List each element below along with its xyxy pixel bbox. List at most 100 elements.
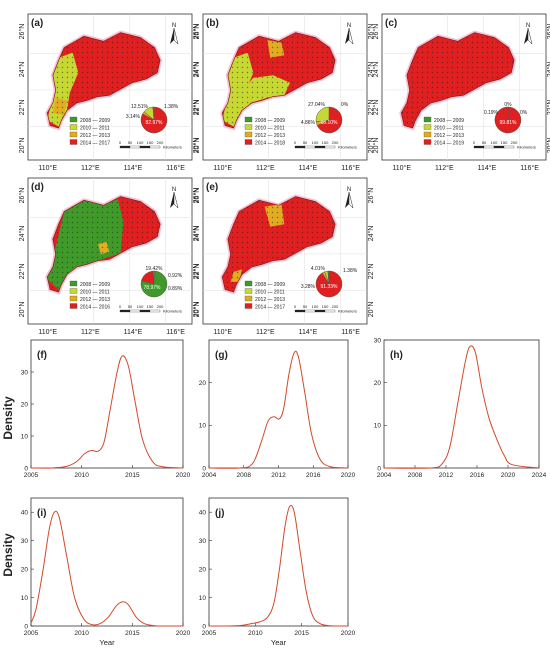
panel-label: (a) <box>31 18 43 29</box>
lat-label: 20°N <box>367 302 375 318</box>
plot-frame <box>30 339 184 469</box>
y-tick-label: 30 <box>21 369 29 376</box>
lon-label: 110°E <box>213 328 232 336</box>
lat-label: 26°N <box>192 24 200 40</box>
north-label: N <box>347 23 351 29</box>
lon-label: 114°E <box>124 328 143 336</box>
legend-entry: 2012 — 2013 <box>255 297 285 303</box>
x-tick-label: 2012 <box>439 472 454 479</box>
y-tick-label: 0 <box>202 623 206 630</box>
scale-unit: Kilometers <box>338 145 357 150</box>
scale-tick: 0 <box>294 140 297 145</box>
scale-tick: 0 <box>119 304 122 309</box>
lat-label: 24°N <box>546 62 550 78</box>
x-tick-label: 2015 <box>125 472 140 479</box>
scale-tick: 50 <box>303 304 308 309</box>
pie-slice-0 <box>140 270 168 298</box>
scale-tick: 200 <box>332 304 339 309</box>
scale-tick: 100 <box>137 304 144 309</box>
y-tick-label: 10 <box>199 423 207 430</box>
lon-label: 112°E <box>81 164 100 172</box>
x-tick-label: 2020 <box>341 472 356 479</box>
legend-swatch <box>244 124 253 130</box>
scale-tick: 50 <box>128 140 133 145</box>
y-tick-label: 30 <box>199 538 207 545</box>
scale-tick: 150 <box>147 304 154 309</box>
panel-label: (i) <box>37 508 46 519</box>
scale-tick: 150 <box>501 140 508 145</box>
lat-label: 26°N <box>367 188 375 204</box>
pie-label: 0% <box>341 102 349 108</box>
scale-tick: 200 <box>157 304 164 309</box>
legend-swatch <box>69 124 78 130</box>
lat-label: 20°N <box>18 138 26 154</box>
province-outline <box>221 32 336 129</box>
lat-label: 20°N <box>372 138 380 154</box>
legend-entry: 2010 — 2011 <box>80 290 110 296</box>
y-tick-label: 0 <box>24 623 28 630</box>
x-tick-label: 2005 <box>24 472 39 479</box>
legend-entry: 2014 — 2017 <box>80 141 110 147</box>
lat-label: 24°N <box>372 62 380 78</box>
y-tick-label: 20 <box>21 401 29 408</box>
legend-swatch <box>69 295 78 302</box>
legend-entry: 2008 — 2009 <box>80 118 110 124</box>
lat-label: 24°N <box>192 62 200 78</box>
x-tick-label: 2020 <box>501 472 516 479</box>
panel-label: (c) <box>385 18 397 29</box>
plot-frame <box>208 497 349 627</box>
density-curve <box>208 504 349 627</box>
north-arrow-icon: N <box>170 23 179 45</box>
lat-label: 20°N <box>192 302 200 318</box>
lon-label: 112°E <box>435 164 454 172</box>
pie-slice-2 <box>315 106 330 122</box>
scale-tick: 0 <box>473 140 476 145</box>
y-tick-label: 10 <box>374 423 382 430</box>
legend-swatch <box>244 139 253 145</box>
legend-entry: 2010 — 2011 <box>255 290 285 296</box>
x-axis-label: Year <box>271 638 287 647</box>
lon-label: 114°E <box>478 164 497 172</box>
pie-label: 1.38% <box>164 104 179 110</box>
x-tick-label: 2015 <box>125 630 140 637</box>
north-arrow-icon: N <box>170 187 179 209</box>
north-label: N <box>526 23 530 29</box>
legend-entry: 2012 — 2013 <box>80 133 110 139</box>
x-tick-label: 2008 <box>237 472 252 479</box>
x-tick-label: 2005 <box>24 630 39 637</box>
x-tick-label: 2020 <box>176 472 191 479</box>
lat-label: 20°N <box>193 138 201 154</box>
map-panel-5: (e) 110°E 112°E 114°E 116°E 26°N 26°N 24°N 24°N 2… <box>193 177 375 336</box>
density-chart-3: 2004 2008 2012 2016 2020 2024 0 10 20 30 (h) <box>374 337 547 479</box>
legend-swatch <box>244 116 253 123</box>
province-outline <box>46 32 161 129</box>
north-label: N <box>172 187 176 193</box>
legend-swatch <box>69 288 78 294</box>
scale-tick: 200 <box>332 140 339 145</box>
panel-label: (b) <box>206 18 219 29</box>
legend-swatch <box>244 288 253 294</box>
lat-label: 22°N <box>546 100 550 116</box>
pie-label: 19.42% <box>146 266 164 272</box>
legend-entry: 2008 — 2009 <box>255 282 285 288</box>
north-arrow-icon: N <box>345 23 354 45</box>
province-outline <box>221 196 336 293</box>
legend-entry: 2012 — 2013 <box>434 133 464 139</box>
density-curve <box>30 355 184 469</box>
pie-label: 1.38% <box>343 268 358 274</box>
lat-label: 22°N <box>192 100 200 116</box>
lon-label: 116°E <box>166 164 185 172</box>
plot-frame <box>30 497 184 627</box>
pie-chart: 4.01% 1.38% 3.28% 91.33% <box>301 266 358 298</box>
legend-swatch <box>244 295 253 302</box>
lon-label: 114°E <box>124 164 143 172</box>
y-tick-label: 30 <box>21 538 29 545</box>
y-tick-label: 20 <box>21 566 29 573</box>
lon-label: 110°E <box>38 164 57 172</box>
scale-tick: 100 <box>137 140 144 145</box>
lon-label: 110°E <box>213 164 232 172</box>
